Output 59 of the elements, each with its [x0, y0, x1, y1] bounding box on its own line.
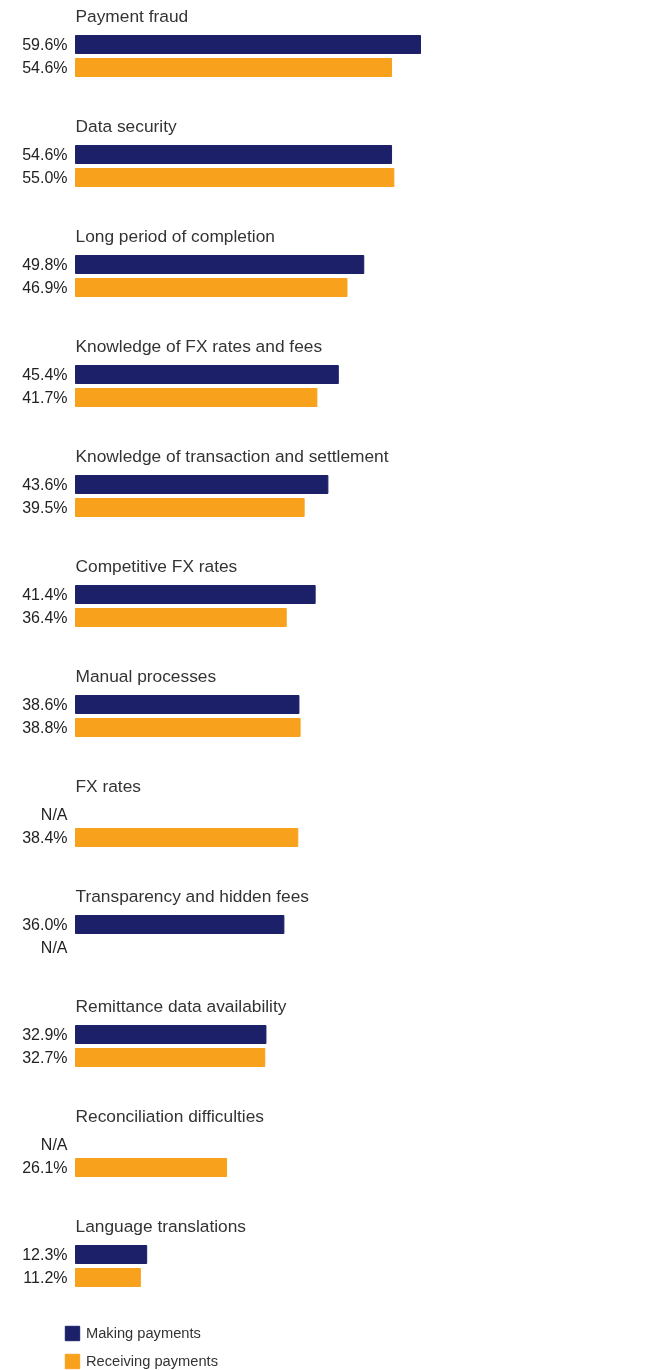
bar	[75, 365, 339, 384]
data-label: 43.6%	[22, 476, 68, 493]
bar	[75, 475, 329, 494]
bar	[75, 608, 287, 627]
data-label: 32.7%	[22, 1049, 68, 1066]
data-label: 32.9%	[22, 1026, 68, 1043]
data-label: 54.6%	[22, 146, 68, 163]
bar	[75, 58, 393, 77]
y-tick-label: Payment fraud	[75, 5, 189, 26]
data-label: 39.5%	[22, 499, 68, 516]
data-label: 12.3%	[22, 1246, 68, 1263]
data-label: 54.6%	[22, 59, 68, 76]
bar	[75, 828, 299, 847]
text: N/A	[40, 939, 68, 956]
bar	[75, 718, 301, 737]
bar	[75, 1048, 266, 1067]
bar	[75, 1025, 267, 1044]
bar	[75, 1158, 228, 1177]
y-tick-label: Remittance data availability	[75, 995, 287, 1016]
y-tick-label: Knowledge of FX rates and fees	[75, 335, 323, 356]
data-label: 26.1%	[22, 1159, 68, 1176]
data-label: 41.7%	[22, 389, 68, 406]
data-label: 38.4%	[22, 829, 68, 846]
data-label: 49.8%	[22, 256, 68, 273]
bar	[75, 498, 305, 517]
bar	[75, 585, 316, 604]
data-label: 11.2%	[23, 1269, 68, 1286]
bar	[75, 35, 421, 54]
legend-label: Making payments	[86, 1325, 201, 1341]
data-label: 45.4%	[22, 366, 68, 383]
y-tick-label: Data security	[75, 115, 177, 136]
y-tick-label: Reconciliation difficulties	[75, 1105, 265, 1126]
y-tick-label: Language translations	[75, 1215, 247, 1236]
text: N/A	[40, 806, 68, 823]
bar	[75, 145, 393, 164]
y-tick-label: Long period of completion	[75, 225, 275, 246]
data-label: 38.8%	[22, 719, 68, 736]
bar	[75, 388, 318, 407]
data-label: 38.6%	[22, 696, 68, 713]
bar	[75, 1245, 148, 1264]
y-tick-label: Transparency and hidden fees	[75, 885, 310, 906]
bar	[75, 255, 365, 274]
data-label: 46.9%	[22, 279, 68, 296]
y-tick-label: Knowledge of transaction and settlement	[75, 445, 389, 466]
data-label: 41.4%	[22, 586, 68, 603]
bar	[75, 1268, 141, 1287]
bar	[75, 915, 285, 934]
bar	[75, 168, 395, 187]
data-label: 36.0%	[22, 916, 68, 933]
bar	[75, 278, 348, 297]
legend-label: Receiving payments	[86, 1353, 218, 1369]
y-tick-label: Competitive FX rates	[75, 555, 238, 576]
text: N/A	[40, 1136, 68, 1153]
data-label: 59.6%	[22, 36, 68, 53]
data-label: 36.4%	[22, 609, 68, 626]
bar	[75, 695, 300, 714]
data-label: 55.0%	[22, 169, 68, 186]
y-tick-label: Manual processes	[75, 665, 217, 686]
y-tick-label: FX rates	[75, 775, 142, 796]
